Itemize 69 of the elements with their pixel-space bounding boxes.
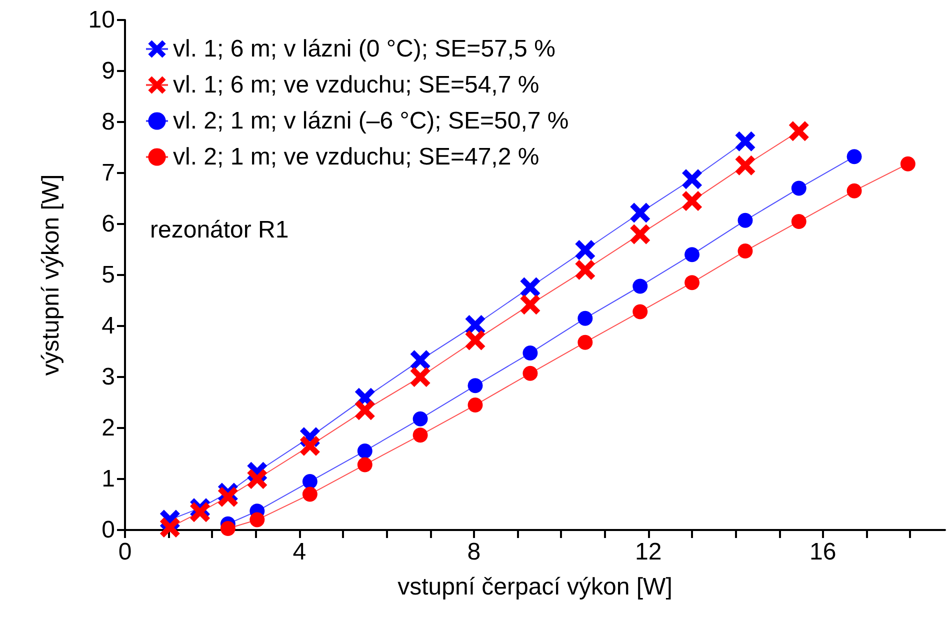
y-tick-label: 4 — [102, 312, 115, 340]
point — [218, 486, 238, 507]
y-tick-label: 9 — [102, 58, 115, 84]
point — [357, 443, 372, 458]
y-tick-label: 8 — [102, 108, 115, 136]
point — [357, 457, 372, 472]
point — [220, 520, 236, 536]
legend-label: vl. 1; 6 m; ve vzduchu; SE=54,7 % — [173, 72, 540, 98]
point — [190, 502, 210, 522]
point — [412, 411, 428, 426]
y-axis-title: výstupní výkon [W] — [38, 174, 64, 376]
point — [738, 244, 753, 259]
point — [160, 517, 180, 538]
point — [302, 474, 318, 490]
x-tick-label: 12 — [635, 538, 662, 566]
y-tick-label: 0 — [102, 516, 115, 544]
point — [846, 183, 862, 198]
point — [632, 278, 648, 294]
point — [735, 155, 756, 176]
point — [575, 260, 596, 280]
point — [630, 202, 650, 223]
x-tick-label: 4 — [292, 538, 306, 566]
point — [791, 180, 806, 196]
point — [846, 149, 862, 164]
y-tick-label: 6 — [102, 210, 115, 238]
point — [354, 400, 375, 420]
point — [520, 277, 540, 298]
point — [250, 512, 265, 528]
point — [465, 314, 486, 335]
x-tick-label: 0 — [118, 538, 132, 566]
y-tick-label: 7 — [102, 160, 115, 186]
legend-label: vl. 1; 6 m; v lázni (0 °C); SE=57,5 % — [173, 36, 556, 62]
point — [682, 169, 702, 190]
point — [578, 334, 593, 350]
legend-label: vl. 2; 1 m; v lázni (–6 °C); SE=50,7 % — [173, 108, 569, 134]
point — [900, 156, 916, 172]
point — [630, 224, 650, 244]
y-tick-label: 5 — [102, 262, 115, 288]
point — [522, 346, 538, 361]
y-tick-label: 3 — [102, 364, 115, 390]
point — [247, 469, 268, 489]
point — [684, 247, 700, 262]
point — [410, 367, 430, 387]
point — [738, 212, 753, 228]
legend-label: vl. 2; 1 m; ve vzduchu; SE=47,2 % — [173, 144, 540, 170]
point — [465, 330, 486, 350]
point — [410, 350, 430, 370]
point — [684, 275, 700, 290]
y-tick-label: 10 — [88, 6, 115, 34]
annotation: rezonátor R1 — [150, 216, 289, 244]
x-axis-title: vstupní čerpací výkon [W] — [398, 574, 672, 600]
point — [682, 191, 702, 212]
point — [522, 366, 538, 381]
x-tick-label: 8 — [467, 538, 481, 566]
y-tick-label: 1 — [102, 466, 115, 492]
point — [468, 378, 483, 394]
point — [791, 214, 806, 229]
point — [578, 310, 593, 326]
point — [302, 486, 318, 502]
x-tick-label: 16 — [810, 538, 836, 566]
point — [575, 240, 596, 260]
point — [788, 121, 809, 142]
y-tick-label: 2 — [102, 414, 115, 442]
point — [300, 436, 320, 456]
point — [735, 131, 756, 152]
point — [412, 428, 428, 443]
point — [632, 304, 648, 320]
point — [468, 398, 483, 413]
point — [520, 294, 540, 315]
